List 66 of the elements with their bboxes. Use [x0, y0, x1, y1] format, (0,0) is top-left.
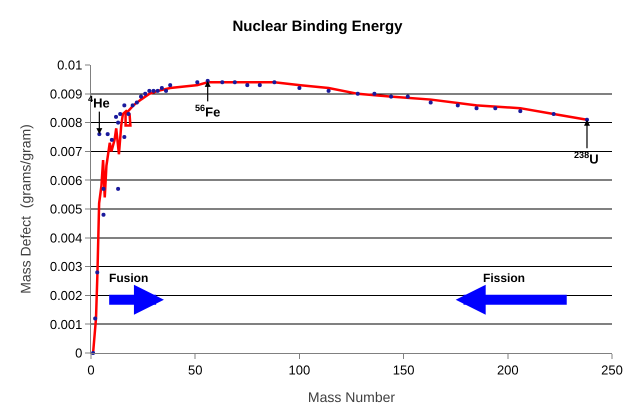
point	[134, 100, 139, 104]
y-tick-label: 0.004	[50, 230, 82, 246]
y-axis-title: Mass Defect (grams/gram)	[17, 124, 34, 294]
x-tick-label: 100	[288, 362, 310, 378]
point	[95, 270, 100, 274]
point	[102, 212, 106, 217]
point	[160, 86, 164, 90]
y-tick-label: 0.009	[50, 86, 82, 102]
point	[518, 109, 522, 114]
y-tick-label: 0.008	[50, 115, 82, 130]
point	[474, 106, 479, 110]
annotation: Fusion	[109, 271, 148, 285]
x-tick-label: 200	[496, 362, 519, 378]
point	[372, 92, 376, 96]
x-tick-label: 50	[188, 362, 202, 378]
point	[164, 88, 168, 93]
point	[272, 80, 276, 84]
point	[139, 94, 144, 99]
point	[258, 83, 262, 88]
y-tick-label: 0.003	[50, 259, 82, 274]
point	[116, 120, 120, 125]
point	[245, 83, 250, 88]
x-tick-label: 150	[392, 362, 414, 378]
point	[106, 132, 110, 136]
point	[118, 112, 122, 116]
point	[389, 94, 394, 99]
point	[147, 88, 152, 93]
point	[326, 88, 331, 93]
point	[406, 94, 410, 99]
point	[356, 92, 360, 96]
point	[297, 86, 302, 90]
annotation: $^{56}$Fe	[195, 103, 220, 120]
point	[102, 186, 106, 191]
point	[122, 103, 126, 108]
y-tick-label: 0.002	[50, 288, 82, 303]
point	[114, 114, 118, 119]
point	[232, 80, 237, 84]
y-tick-label: 0.007	[50, 144, 82, 159]
chart-title: Nuclear Binding Energy	[232, 18, 404, 36]
annotation: Fission	[483, 271, 526, 285]
point	[168, 83, 172, 88]
point	[152, 88, 156, 93]
point	[552, 112, 556, 116]
point	[143, 92, 148, 96]
point	[116, 186, 120, 191]
y-tick-label: 0.01	[57, 58, 82, 73]
point	[195, 80, 200, 84]
point	[122, 135, 126, 139]
point	[93, 316, 98, 320]
y-tick-label: 0.006	[50, 172, 82, 188]
point	[130, 103, 135, 108]
point	[220, 80, 224, 84]
x-tick-label: 250	[601, 362, 623, 378]
point	[428, 100, 433, 104]
annotation: $^{238}$U	[574, 150, 599, 166]
y-tick-label: 0.005	[50, 202, 82, 217]
point	[126, 112, 131, 116]
point	[110, 138, 114, 142]
point	[456, 103, 460, 108]
point	[493, 106, 498, 110]
x-axis-title: Mass Number	[308, 388, 396, 405]
point	[156, 88, 160, 93]
y-tick-label: 0.001	[50, 316, 82, 332]
x-tick-label: 0	[87, 362, 95, 378]
y-tick-label: 0	[75, 346, 82, 361]
annotation: $^{4}$He	[88, 94, 110, 110]
